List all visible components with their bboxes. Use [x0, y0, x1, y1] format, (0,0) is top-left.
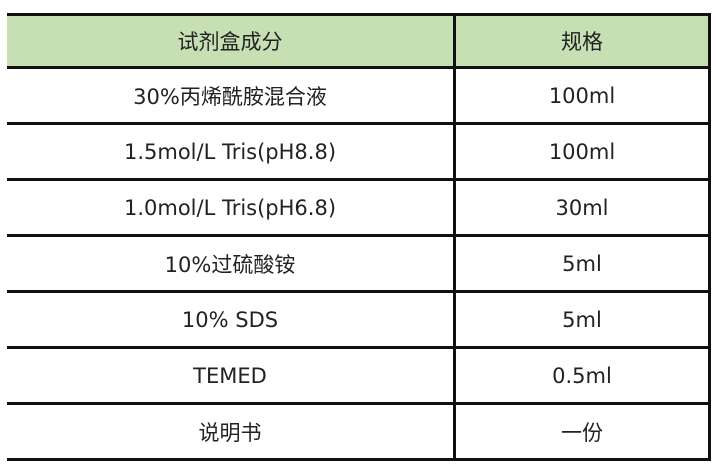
component-cell: TEMED [7, 346, 456, 405]
table-row: 30%丙烯酰胺混合液 100ml [7, 66, 711, 125]
header-spec: 规格 [454, 13, 711, 69]
table-row: 说明书 一份 [7, 402, 711, 461]
spec-cell: 30ml [454, 178, 711, 237]
table-row: 10% SDS 5ml [7, 290, 711, 349]
spec-cell: 一份 [454, 402, 711, 461]
spec-cell: 5ml [454, 234, 711, 293]
header-row: 试剂盒成分 规格 [7, 13, 711, 69]
component-cell: 30%丙烯酰胺混合液 [7, 66, 456, 125]
component-cell: 说明书 [7, 402, 456, 461]
table-row: 1.0mol/L Tris(pH6.8) 30ml [7, 178, 711, 237]
spec-cell: 5ml [454, 290, 711, 349]
kit-components-table: 试剂盒成分 规格 30%丙烯酰胺混合液 100ml 1.5mol/L Tris(pH… [7, 13, 711, 461]
spec-cell: 100ml [454, 66, 711, 125]
table-row: 1.5mol/L Tris(pH8.8) 100ml [7, 122, 711, 181]
header-component: 试剂盒成分 [7, 13, 456, 69]
component-cell: 10%过硫酸铵 [7, 234, 456, 293]
table-row: 10%过硫酸铵 5ml [7, 234, 711, 293]
spec-cell: 0.5ml [454, 346, 711, 405]
component-cell: 1.0mol/L Tris(pH6.8) [7, 178, 456, 237]
table-row: TEMED 0.5ml [7, 346, 711, 405]
component-cell: 10% SDS [7, 290, 456, 349]
component-cell: 1.5mol/L Tris(pH8.8) [7, 122, 456, 181]
spec-cell: 100ml [454, 122, 711, 181]
